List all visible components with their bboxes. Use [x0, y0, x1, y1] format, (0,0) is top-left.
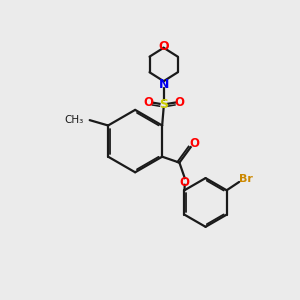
- Text: O: O: [180, 176, 190, 189]
- Text: O: O: [143, 96, 153, 110]
- Text: O: O: [158, 40, 169, 53]
- Text: CH₃: CH₃: [64, 115, 83, 124]
- Text: N: N: [158, 78, 169, 91]
- Text: S: S: [159, 98, 168, 111]
- Text: O: O: [174, 96, 184, 110]
- Text: Br: Br: [239, 174, 253, 184]
- Text: O: O: [190, 136, 200, 149]
